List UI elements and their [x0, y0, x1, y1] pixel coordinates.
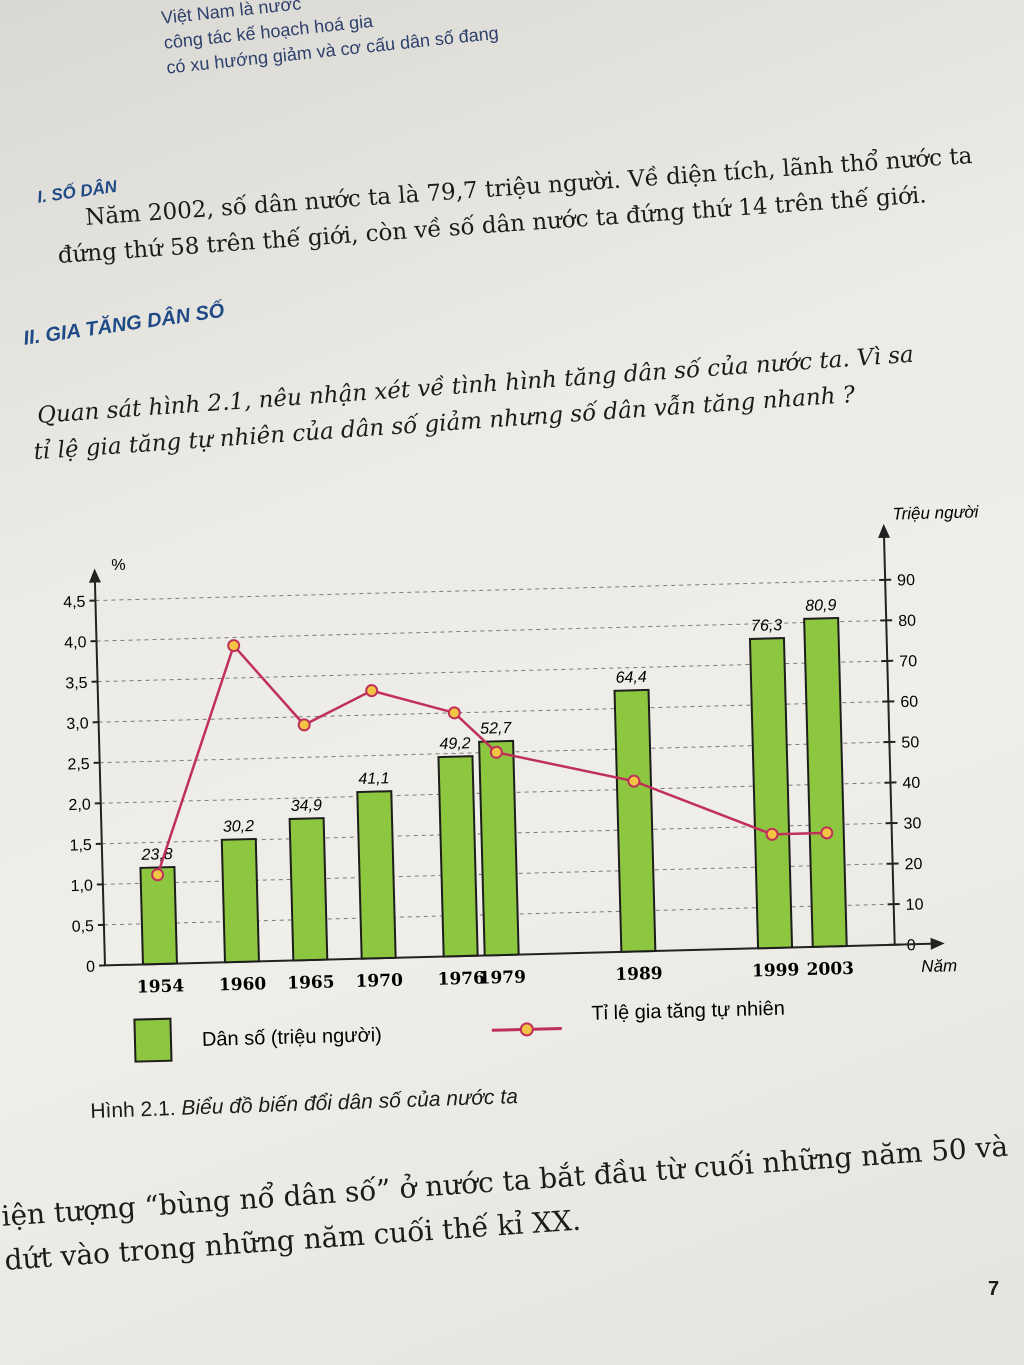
right-axis-tick-label: 90 — [897, 572, 915, 589]
right-axis-tick-label: 10 — [905, 896, 923, 913]
gridline — [95, 579, 886, 602]
growth-rate-point — [227, 639, 241, 653]
left-axis-tick-label: 1,0 — [70, 878, 93, 896]
x-tick-label: 1989 — [615, 964, 663, 985]
population-bar — [139, 866, 178, 966]
x-tick-label: 1970 — [355, 971, 403, 992]
gridline — [96, 619, 887, 642]
bar-value-label: 80,9 — [805, 597, 837, 615]
growth-rate-point — [447, 706, 461, 720]
right-axis-tick-label: 80 — [898, 613, 916, 630]
left-axis-tick-label: 1,5 — [69, 837, 92, 855]
question-paragraph: Quan sát hình 2.1, nêu nhận xét về tình … — [33, 337, 917, 470]
x-tick-label: 1999 — [752, 960, 800, 981]
left-axis-tick-label: 2,5 — [67, 756, 90, 774]
page-number: 7 — [988, 1278, 1000, 1300]
bar-value-label: 49,2 — [439, 735, 471, 753]
bar-value-label: 76,3 — [751, 617, 783, 635]
left-axis-tick-label: 4,5 — [63, 594, 86, 612]
left-axis-tick-label: 0 — [86, 959, 95, 976]
left-axis-tick-label: 4,0 — [64, 634, 87, 652]
population-bar — [288, 817, 329, 962]
left-axis-unit: % — [111, 557, 126, 574]
population-bar — [478, 739, 520, 957]
intro-paragraph: Việt Nam là nước công tác kế hoạch hoá g… — [160, 0, 725, 81]
right-axis-tick-label: 40 — [902, 775, 920, 792]
right-axis-tick-label: 30 — [903, 815, 921, 832]
population-chart: % 0 0,5 1,0 1,5 2,0 2,5 3,0 3,5 4,0 4,5 Triệu người… — [0, 456, 1024, 1183]
left-axis-tick-label: 2,0 — [68, 797, 91, 815]
population-chart-svg: % 0 0,5 1,0 1,5 2,0 2,5 3,0 3,5 4,0 4,5 Triệu người… — [63, 502, 980, 1063]
bar-value-label: 23,8 — [140, 846, 173, 864]
population-bar — [748, 637, 794, 950]
x-tick-label: 1960 — [219, 974, 267, 995]
growth-rate-point — [820, 826, 834, 840]
population-bar — [803, 616, 848, 948]
left-axis-line — [93, 575, 106, 966]
bar-value-label: 41,1 — [358, 770, 390, 788]
x-tick-label: 2003 — [806, 959, 854, 980]
right-axis-arrow — [878, 523, 891, 539]
population-bar — [220, 837, 260, 964]
right-axis-tick-label: 70 — [899, 653, 917, 670]
x-axis-label: Năm — [921, 956, 957, 976]
figure-number: Hình 2.1. — [90, 1097, 176, 1123]
left-axis-tick-label: 0,5 — [71, 918, 94, 936]
section-heading-growth: II. GIA TĂNG DÂN SỐ — [22, 299, 226, 350]
growth-rate-point — [489, 745, 503, 759]
left-axis-tick-label: 3,5 — [65, 675, 88, 693]
right-axis-unit: Triệu người — [892, 502, 980, 523]
growth-rate-point — [627, 774, 641, 788]
population-bar — [356, 790, 397, 960]
population-bar — [613, 688, 657, 953]
x-tick-label: 1954 — [137, 976, 185, 997]
bar-value-label: 64,4 — [615, 669, 647, 687]
bar-value-label: 30,2 — [223, 818, 255, 836]
growth-rate-point — [365, 684, 379, 698]
x-axis-arrow — [930, 937, 945, 950]
right-axis-line — [882, 529, 896, 945]
growth-rate-point — [765, 827, 779, 841]
right-axis-tick-label: 60 — [900, 694, 918, 711]
x-tick-label: 1979 — [478, 967, 526, 988]
x-tick-label: 1976 — [437, 968, 485, 989]
bar-value-label: 52,7 — [480, 720, 513, 738]
x-tick-label: 1965 — [287, 972, 335, 993]
show-through-text: ​ — [558, 330, 562, 355]
legend-line-label: Tỉ lệ gia tăng tự nhiên — [591, 998, 785, 1025]
right-axis-tick-label: 0 — [907, 937, 916, 954]
right-axis-tick-label: 20 — [904, 856, 922, 873]
growth-rate-point — [151, 868, 165, 882]
legend-bar-label: Dân số (triệu người) — [202, 1024, 382, 1051]
right-axis-tick-label: 50 — [901, 734, 919, 751]
bar-value-label: 34,9 — [290, 797, 322, 815]
legend-line-marker — [519, 1022, 534, 1037]
legend-bar-swatch — [133, 1017, 173, 1063]
left-axis-arrow — [88, 568, 101, 583]
growth-rate-point — [297, 718, 311, 732]
population-paragraph: Năm 2002, số dân nước ta là 79,7 triệu n… — [57, 138, 976, 272]
population-bar — [437, 755, 479, 958]
left-axis-tick-label: 3,0 — [66, 715, 89, 733]
